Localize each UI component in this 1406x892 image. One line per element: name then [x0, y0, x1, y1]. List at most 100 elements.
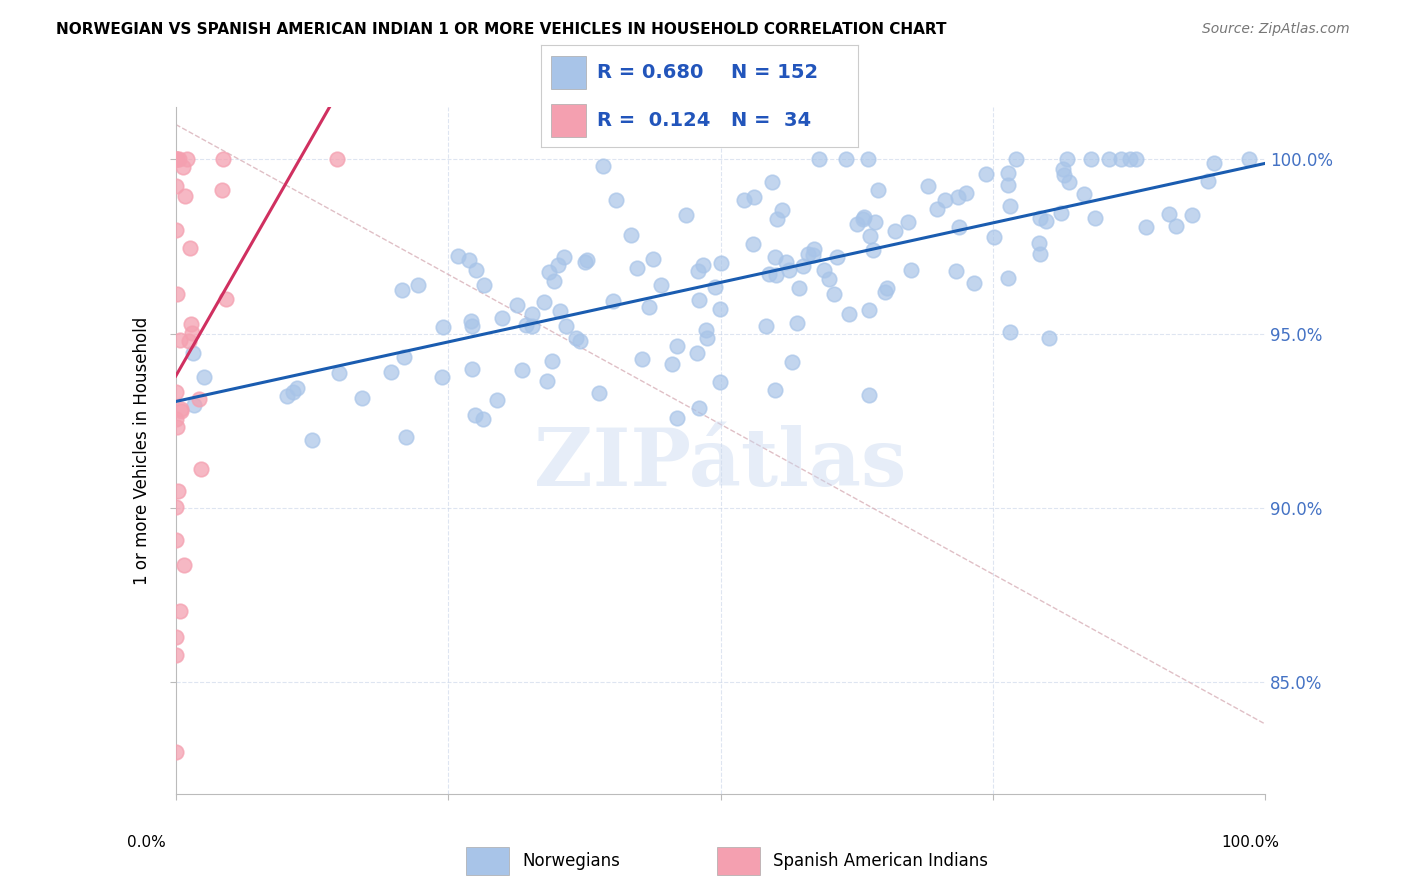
- Point: [605, 193, 627, 207]
- Point: [1005, 153, 1028, 167]
- Point: [461, 318, 484, 333]
- Point: [666, 339, 689, 353]
- Point: [170, 404, 193, 418]
- Point: [742, 190, 765, 204]
- Point: [491, 311, 513, 326]
- Point: [763, 383, 786, 397]
- Point: [741, 236, 763, 251]
- Point: [472, 277, 495, 292]
- Point: [181, 326, 204, 340]
- Point: [641, 252, 664, 266]
- Point: [1197, 174, 1219, 188]
- Point: [190, 462, 212, 476]
- Point: [165, 745, 187, 759]
- Point: [165, 500, 187, 514]
- Point: [631, 351, 654, 366]
- Point: [1000, 199, 1022, 213]
- Point: [215, 293, 238, 307]
- Point: [169, 333, 191, 347]
- Point: [761, 175, 783, 189]
- Point: [568, 334, 591, 348]
- Point: [1073, 186, 1095, 201]
- Point: [576, 252, 599, 267]
- Point: [285, 381, 308, 395]
- Point: [188, 392, 211, 406]
- Point: [1080, 153, 1102, 167]
- Point: [326, 153, 349, 167]
- Point: [1050, 206, 1073, 220]
- Point: [934, 194, 956, 208]
- Point: [506, 298, 529, 312]
- Point: [166, 153, 188, 167]
- Point: [620, 227, 643, 242]
- Point: [997, 178, 1019, 193]
- Point: [709, 256, 731, 270]
- Point: [550, 304, 572, 318]
- Point: [461, 362, 484, 376]
- Text: NORWEGIAN VS SPANISH AMERICAN INDIAN 1 OR MORE VEHICLES IN HOUSEHOLD CORRELATION: NORWEGIAN VS SPANISH AMERICAN INDIAN 1 O…: [56, 22, 946, 37]
- Point: [688, 264, 710, 278]
- Point: [650, 278, 672, 293]
- Point: [963, 276, 986, 290]
- Point: [588, 385, 610, 400]
- Point: [1164, 219, 1187, 233]
- Point: [183, 398, 205, 412]
- Text: N = 152: N = 152: [731, 62, 818, 82]
- Point: [661, 357, 683, 371]
- Point: [520, 307, 543, 321]
- Point: [858, 229, 880, 244]
- Point: [166, 384, 188, 399]
- Point: [626, 261, 648, 276]
- Point: [917, 179, 939, 194]
- Point: [786, 316, 808, 330]
- Point: [177, 334, 200, 348]
- Point: [997, 271, 1019, 285]
- Point: [170, 402, 193, 417]
- Point: [817, 271, 839, 285]
- Point: [169, 604, 191, 618]
- Point: [695, 323, 717, 337]
- FancyBboxPatch shape: [465, 847, 509, 875]
- Point: [1028, 236, 1050, 251]
- Point: [165, 178, 187, 193]
- Point: [547, 258, 569, 272]
- Point: [166, 420, 188, 434]
- Point: [1135, 219, 1157, 234]
- Point: [541, 354, 564, 368]
- Point: [780, 355, 803, 369]
- Point: [165, 153, 187, 167]
- Point: [406, 277, 429, 292]
- Point: [862, 243, 884, 257]
- Point: [193, 369, 215, 384]
- Point: [165, 222, 187, 236]
- Point: [868, 182, 890, 196]
- Point: [1109, 153, 1132, 167]
- Point: [165, 631, 187, 645]
- Point: [838, 306, 860, 320]
- Text: 100.0%: 100.0%: [1222, 836, 1279, 850]
- Point: [948, 219, 970, 234]
- Text: R = 0.680: R = 0.680: [596, 62, 703, 82]
- Point: [709, 301, 731, 316]
- Point: [574, 254, 596, 268]
- Point: [472, 412, 495, 426]
- Text: ZIPátlas: ZIPátlas: [534, 425, 907, 503]
- Point: [692, 259, 714, 273]
- Point: [522, 318, 544, 333]
- Text: Source: ZipAtlas.com: Source: ZipAtlas.com: [1202, 22, 1350, 37]
- Point: [173, 558, 195, 573]
- Point: [856, 153, 879, 167]
- Text: R =  0.124: R = 0.124: [596, 111, 710, 130]
- Point: [974, 168, 997, 182]
- Point: [394, 430, 416, 444]
- Point: [1000, 326, 1022, 340]
- Point: [1157, 207, 1180, 221]
- Point: [181, 346, 204, 360]
- Point: [446, 249, 468, 263]
- Point: [858, 388, 880, 402]
- Point: [876, 281, 898, 295]
- Text: Spanish American Indians: Spanish American Indians: [773, 852, 988, 871]
- Point: [533, 294, 555, 309]
- Point: [165, 153, 187, 167]
- Point: [803, 242, 825, 256]
